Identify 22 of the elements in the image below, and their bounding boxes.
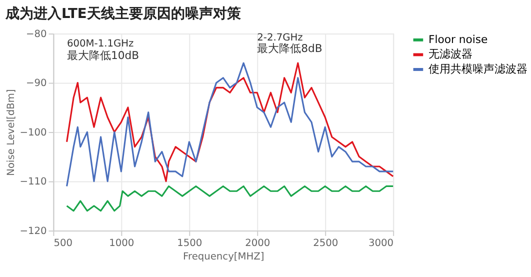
x-tick-label: 3000 <box>368 238 394 249</box>
annotation: 最大降低8dB <box>257 42 322 56</box>
legend-label: Floor noise <box>428 32 488 46</box>
legend-label: 无滤波器 <box>428 48 473 61</box>
chart-title: 成为进入LTE天线主要原因的噪声对策 <box>4 4 241 22</box>
y-tick-label: −120 <box>20 226 47 237</box>
legend-label: 使用共模噪声滤波器 <box>428 62 528 76</box>
x-tick-label: 2500 <box>313 238 338 249</box>
annotation: 600M-1.1GHz <box>66 38 134 50</box>
y-axis-title: Noise Level[dBm] <box>6 89 17 176</box>
y-tick-label: −110 <box>20 176 47 188</box>
x-axis-title: Frequency[MHZ] <box>183 252 264 263</box>
annotation: 2-2.7GHz <box>257 32 303 44</box>
y-tick-label: −100 <box>20 127 47 138</box>
x-tick-label: 500 <box>54 238 72 249</box>
annotation: 最大降低10dB <box>66 49 140 62</box>
x-tick-label: 1000 <box>109 238 134 249</box>
y-tick-label: −80 <box>26 28 47 40</box>
x-tick-label: 2000 <box>245 238 270 249</box>
line-series <box>66 185 394 212</box>
y-tick-label: −90 <box>26 78 47 90</box>
x-tick-label: 1500 <box>177 238 202 249</box>
